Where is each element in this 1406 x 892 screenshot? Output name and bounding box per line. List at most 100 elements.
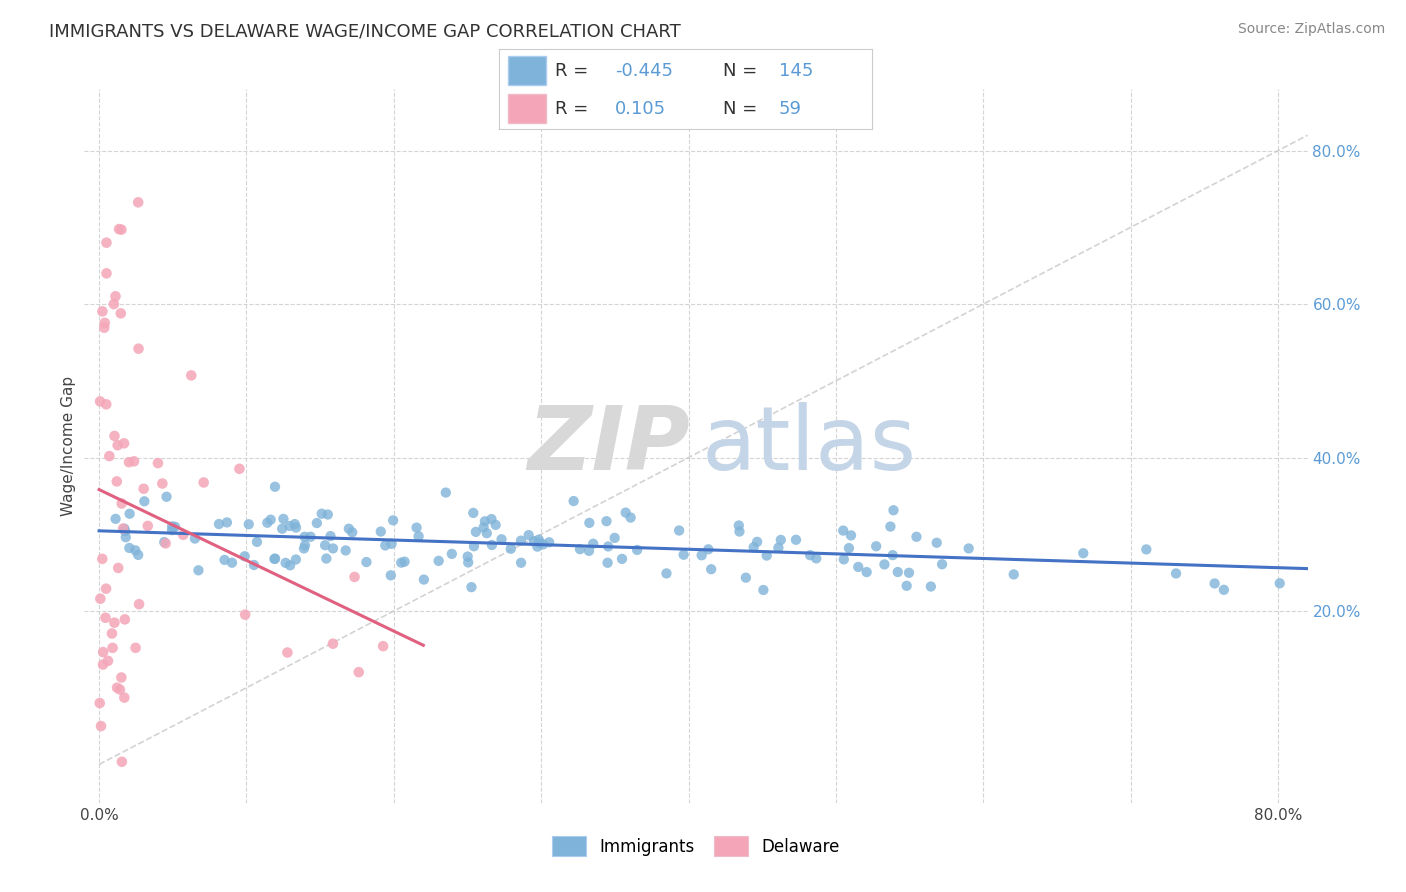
Point [342,525,364,540]
Point [319,529,342,543]
Point [668,524,690,538]
Point [110,222,132,236]
Point [155,490,177,504]
Point [374,538,396,552]
Point [499,541,522,556]
Point [101,640,124,655]
Point [755,549,778,563]
Point [132,482,155,496]
Point [101,626,124,640]
Point [243,558,266,572]
Point [94,611,117,625]
Point [112,522,135,536]
Point [1212,582,1234,597]
Point [246,534,269,549]
Point [292,541,315,556]
Point [832,552,855,566]
Point [481,538,503,552]
Point [160,523,183,537]
Point [276,646,298,660]
Point [595,514,617,528]
Point [873,558,896,572]
Point [305,516,328,530]
Point [89,696,111,710]
Point [105,681,128,695]
Point [408,529,430,543]
Point [491,533,513,547]
Text: -0.445: -0.445 [614,62,672,79]
Point [727,518,749,533]
Point [839,528,862,542]
Point [531,537,554,551]
Point [228,462,250,476]
Point [382,513,405,527]
Point [233,549,256,564]
Point [284,517,307,532]
Point [221,556,243,570]
Point [475,526,498,541]
Point [114,524,136,538]
Point [728,524,751,539]
Point [474,514,496,528]
Point [464,524,486,539]
Point [93,320,115,334]
Text: 0.105: 0.105 [614,100,666,119]
Point [620,510,643,524]
Point [108,222,131,236]
Point [697,542,720,557]
Point [214,553,236,567]
Point [112,690,135,705]
Point [107,438,129,452]
Point [124,640,146,655]
Text: R =: R = [555,100,588,119]
Point [208,517,231,532]
Point [562,494,585,508]
Point [263,552,285,566]
Point [879,519,901,533]
Point [315,551,337,566]
Point [256,516,278,530]
Point [91,304,114,318]
Point [108,682,131,697]
Point [799,548,821,562]
Point [337,522,360,536]
Point [260,513,283,527]
Point [264,480,287,494]
Point [610,552,633,566]
FancyBboxPatch shape [509,56,546,86]
Point [457,556,479,570]
Point [394,555,416,569]
Point [128,342,150,356]
Point [517,528,540,542]
Text: Source: ZipAtlas.com: Source: ZipAtlas.com [1237,22,1385,37]
Point [655,566,678,581]
Point [284,552,307,566]
Point [278,519,301,533]
Point [233,607,256,622]
Point [187,563,209,577]
Text: R =: R = [555,62,588,79]
Point [526,540,548,554]
Text: 145: 145 [779,62,813,79]
Point [596,556,619,570]
Text: IMMIGRANTS VS DELAWARE WAGE/INCOME GAP CORRELATION CHART: IMMIGRANTS VS DELAWARE WAGE/INCOME GAP C… [49,22,681,40]
Point [285,520,308,534]
Point [134,494,156,508]
Point [582,537,605,551]
Point [1002,567,1025,582]
Point [294,538,316,552]
FancyBboxPatch shape [509,94,546,123]
Text: N =: N = [723,100,756,119]
Point [925,535,948,549]
Point [887,565,910,579]
Point [94,316,117,330]
Point [1268,576,1291,591]
Point [104,512,127,526]
Point [734,571,756,585]
Point [603,531,626,545]
Point [89,591,111,606]
Point [1135,542,1157,557]
Point [311,507,333,521]
Point [1071,546,1094,560]
Point [626,543,648,558]
